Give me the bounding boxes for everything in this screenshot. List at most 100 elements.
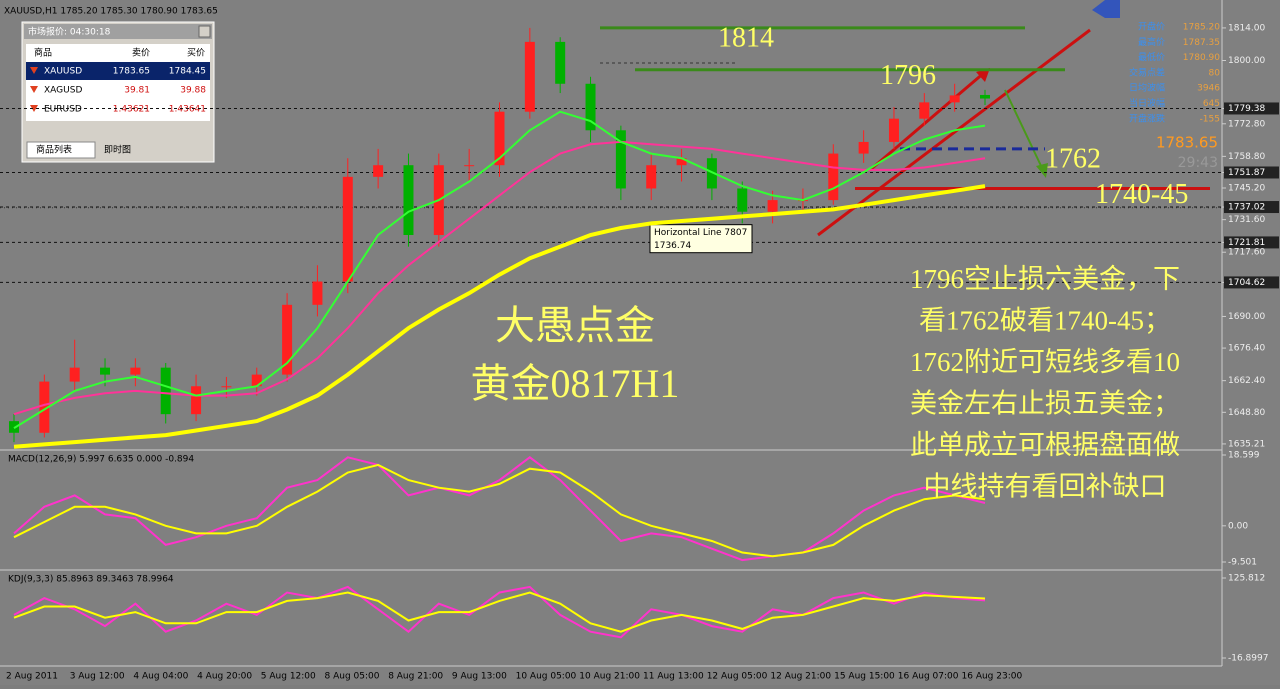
cell: 39.81	[124, 86, 150, 96]
y-tick-label: 1635.21	[1228, 439, 1265, 449]
candle-body	[858, 141, 869, 154]
cell: 39.88	[180, 86, 206, 96]
window-title: 市场报价: 04:30:18	[28, 26, 111, 38]
timer: 29:43	[1178, 155, 1218, 171]
candle-body	[585, 83, 596, 131]
y-tick-label: -16.8997	[1228, 653, 1268, 663]
x-tick-label: 8 Aug 21:00	[388, 672, 443, 682]
info-label: 交易点差	[1129, 66, 1165, 78]
tick-box	[1224, 166, 1279, 179]
y-tick-label: 1772.80	[1228, 119, 1265, 129]
current-price: 1783.65	[1156, 134, 1218, 152]
level-label: 1814	[718, 22, 774, 53]
tab[interactable]	[26, 141, 96, 159]
candle-body	[676, 158, 687, 166]
tick-box	[1224, 276, 1279, 289]
tick-box	[1224, 102, 1279, 115]
candle-body	[615, 130, 626, 189]
candle-body	[555, 41, 566, 84]
tab-label: 即时图	[104, 144, 131, 156]
selected-row	[26, 62, 210, 80]
candle-body	[69, 367, 80, 382]
x-tick-label: 4 Aug 20:00	[197, 672, 252, 682]
info-label: 日均波幅	[1129, 82, 1165, 94]
cell: 1784.45	[169, 67, 206, 77]
x-tick-label: 15 Aug 15:00	[834, 672, 895, 682]
note-text: 看1762破看1740-45；	[919, 306, 1171, 336]
x-tick-label: 16 Aug 23:00	[962, 672, 1023, 682]
candle-body	[100, 367, 111, 375]
candle-body	[191, 386, 202, 415]
info-value: 1780.90	[1183, 53, 1220, 63]
candle-body	[919, 102, 930, 119]
x-tick-label: 11 Aug 13:00	[643, 672, 704, 682]
logo	[1092, 0, 1120, 18]
candle-body	[403, 165, 414, 236]
cell: XAGUSD	[44, 86, 82, 96]
info-label: 最低价	[1138, 51, 1165, 63]
arrow	[1004, 89, 1044, 171]
y-tick-label: 1662.40	[1228, 376, 1265, 386]
chart-title: XAUUSD,H1 1785.20 1785.30 1780.90 1783.6…	[4, 7, 218, 17]
indicator-line	[13, 591, 986, 633]
y-tick-label: 1779.38	[1228, 104, 1265, 114]
tooltip-name: Horizontal Line 7807	[654, 228, 747, 238]
x-tick-label: 4 Aug 04:00	[133, 672, 188, 682]
row-icon	[30, 105, 38, 112]
y-tick-label: 1737.02	[1228, 203, 1265, 213]
level-label: 1762	[1045, 143, 1101, 174]
y-tick-label: 1814.00	[1228, 23, 1265, 33]
y-tick-label: 1731.60	[1228, 215, 1265, 225]
y-tick-label: -9.501	[1228, 557, 1257, 567]
y-tick-label: 18.599	[1228, 451, 1260, 461]
info-label: 最高价	[1138, 36, 1165, 48]
indicator-line	[13, 463, 986, 558]
candle-body	[282, 304, 293, 375]
candle-body	[160, 367, 171, 415]
info-value: 645	[1203, 99, 1220, 109]
y-tick-label: 1800.00	[1228, 56, 1265, 66]
candle-body	[464, 165, 475, 167]
info-value: 1785.20	[1183, 23, 1220, 33]
tooltip-value: 1736.74	[654, 241, 691, 251]
info-label: 开盘价	[1138, 21, 1165, 33]
candle-body	[828, 153, 839, 201]
candle-body	[312, 281, 323, 305]
title-bar	[24, 24, 212, 39]
x-tick-label: 3 Aug 12:00	[70, 672, 125, 682]
y-tick-label: 1721.81	[1228, 238, 1265, 248]
note-text: 1796空止损六美金，下	[910, 264, 1180, 294]
x-tick-label: 2 Aug 2011	[6, 672, 58, 682]
column-header: 商品	[34, 47, 52, 59]
note-text: 1762附近可短线多看10	[910, 347, 1180, 377]
y-tick-label: 1745.20	[1228, 184, 1265, 194]
close-button[interactable]	[198, 25, 211, 38]
candle-body	[737, 188, 748, 212]
candle-body	[949, 95, 960, 103]
brand-text: 大愚点金	[495, 303, 655, 348]
y-tick-label: 1758.80	[1228, 152, 1265, 162]
cell: 1.43641	[169, 105, 206, 115]
cell: 1.43621	[113, 105, 150, 115]
brand-text: 黄金0817H1	[471, 361, 680, 406]
y-tick-label: 0.00	[1228, 521, 1248, 531]
y-tick-label: 1751.87	[1228, 168, 1265, 178]
info-value: 1787.35	[1183, 38, 1220, 48]
candle-body	[39, 381, 50, 433]
x-tick-label: 12 Aug 21:00	[770, 672, 831, 682]
indicator-title: KDJ(9,3,3) 85.8963 89.3463 78.9964	[8, 575, 174, 585]
candle-body	[221, 386, 232, 388]
candle-body	[646, 165, 657, 189]
candle-body	[767, 200, 778, 212]
trend-line	[817, 28, 1091, 237]
candle-body	[706, 158, 717, 189]
info-value: 80	[1209, 68, 1221, 78]
arrow	[869, 70, 986, 172]
x-tick-label: 10 Aug 05:00	[516, 672, 577, 682]
cell: XAUUSD	[44, 67, 82, 77]
candle-body	[524, 41, 535, 112]
y-tick-label: 125.812	[1228, 573, 1265, 583]
candle-body	[888, 118, 899, 142]
column-header: 买价	[187, 48, 205, 59]
